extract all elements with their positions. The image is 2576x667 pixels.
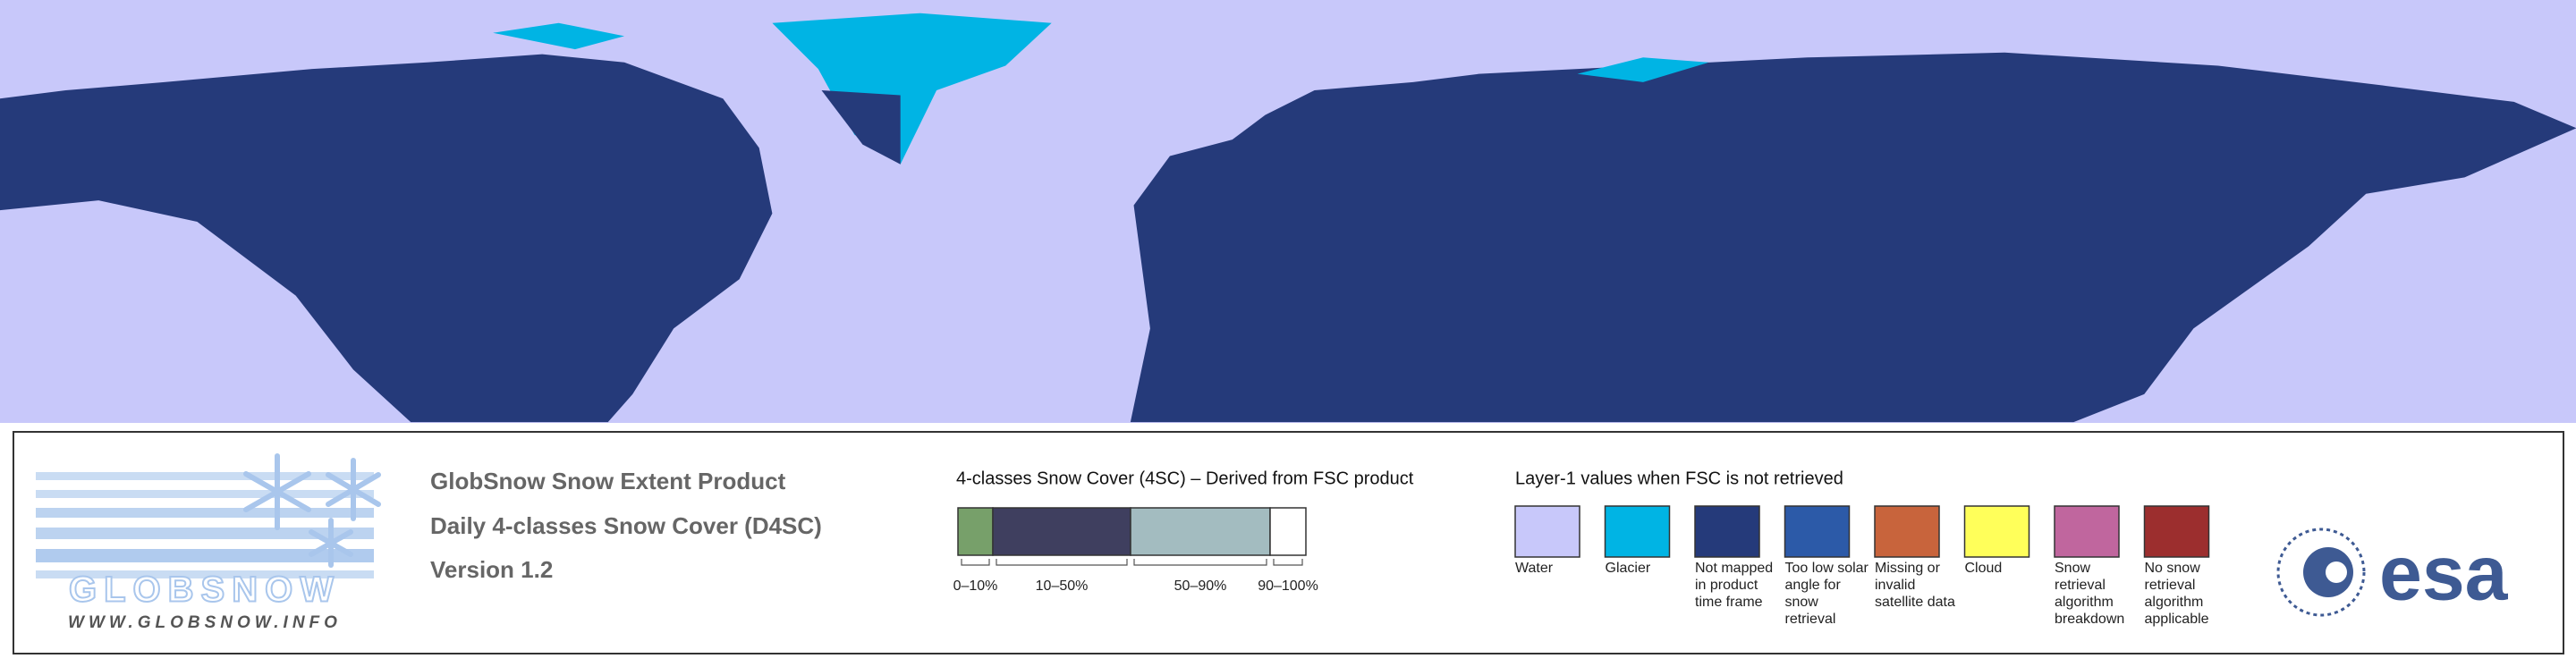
layer1-swatch <box>1874 505 1940 558</box>
class-bracket <box>1273 559 1303 566</box>
layer1-swatches <box>1514 505 2210 558</box>
esa-logo: esa <box>2276 528 2509 617</box>
product-version: Version 1.2 <box>430 556 553 583</box>
map-shape <box>243 471 311 512</box>
logo-stripe <box>36 528 374 539</box>
layer1-label: Cloud <box>1964 561 2003 576</box>
product-title: GlobSnow Snow Extent Product <box>430 468 786 494</box>
layer1-swatch <box>1963 505 2030 558</box>
esa-emblem <box>2276 528 2366 617</box>
class-swatch <box>1130 507 1271 556</box>
layer1-label: Glacier <box>1605 561 1651 576</box>
logo-stripe <box>36 490 374 498</box>
esa-emblem <box>2326 561 2347 583</box>
logo-url: WWW.GLOBSNOW.INFO <box>68 613 342 632</box>
class-label: 0–10% <box>953 578 998 594</box>
class-swatch <box>992 507 1131 556</box>
map-shape <box>326 472 381 507</box>
logo-stripe <box>36 549 374 562</box>
class-label: 50–90% <box>1174 578 1227 594</box>
layer1-swatch <box>1784 505 1851 558</box>
logo-stripe <box>36 472 374 480</box>
arctic-islands <box>493 22 625 50</box>
north-america <box>0 54 773 423</box>
class-bracket <box>961 559 990 566</box>
layer1-swatch <box>1514 505 1580 558</box>
layer1-swatch <box>1694 505 1760 558</box>
layer1-label: Not mapped in product time frame <box>1695 561 1774 610</box>
layer1-label: Water <box>1515 561 1554 576</box>
layer1-swatch <box>2143 505 2210 558</box>
product-subtitle: Daily 4-classes Snow Cover (D4SC) <box>430 512 822 539</box>
layer1-label: Snow retrieval algorithm breakdown <box>2055 561 2125 627</box>
globsnow-logo: GLOBSNOW WWW.GLOBSNOW.INFO <box>36 453 381 632</box>
class-label: 10–50% <box>1036 578 1089 594</box>
layer1-label: No snow retrieval algorithm applicable <box>2144 561 2209 627</box>
class-bracket <box>996 559 1128 566</box>
logo-stripe <box>36 508 374 518</box>
logo-stripe <box>36 570 374 578</box>
greenland-south <box>821 90 901 165</box>
agency-name: esa <box>2379 531 2509 617</box>
layer1-label: Missing or invalid satellite data <box>1875 561 1955 610</box>
layer1-swatch <box>2054 505 2120 558</box>
layer1-swatch <box>1604 505 1671 558</box>
layer1-legend-title: Layer-1 values when FSC is not retrieved <box>1515 469 1843 488</box>
arctic-islands <box>1577 57 1709 82</box>
layer1-label: Too low solar angle for snow retrieval <box>1784 561 1868 627</box>
land <box>0 13 2576 423</box>
snow-cover-classes: 0–10% 10–50% 50–90% 90–100% <box>953 507 1318 594</box>
snowflake <box>243 453 381 568</box>
map <box>0 0 2576 423</box>
snow-cover-legend-title: 4-classes Snow Cover (4SC) – Derived fro… <box>956 469 1414 488</box>
class-swatch <box>957 507 994 556</box>
eurasia-africa <box>1130 52 2576 423</box>
map-shape <box>309 529 353 557</box>
logo-name: GLOBSNOW <box>69 570 341 610</box>
greenland <box>772 13 1052 165</box>
class-label: 90–100% <box>1258 578 1318 594</box>
class-swatch <box>1269 507 1307 556</box>
class-bracket <box>1133 559 1267 566</box>
